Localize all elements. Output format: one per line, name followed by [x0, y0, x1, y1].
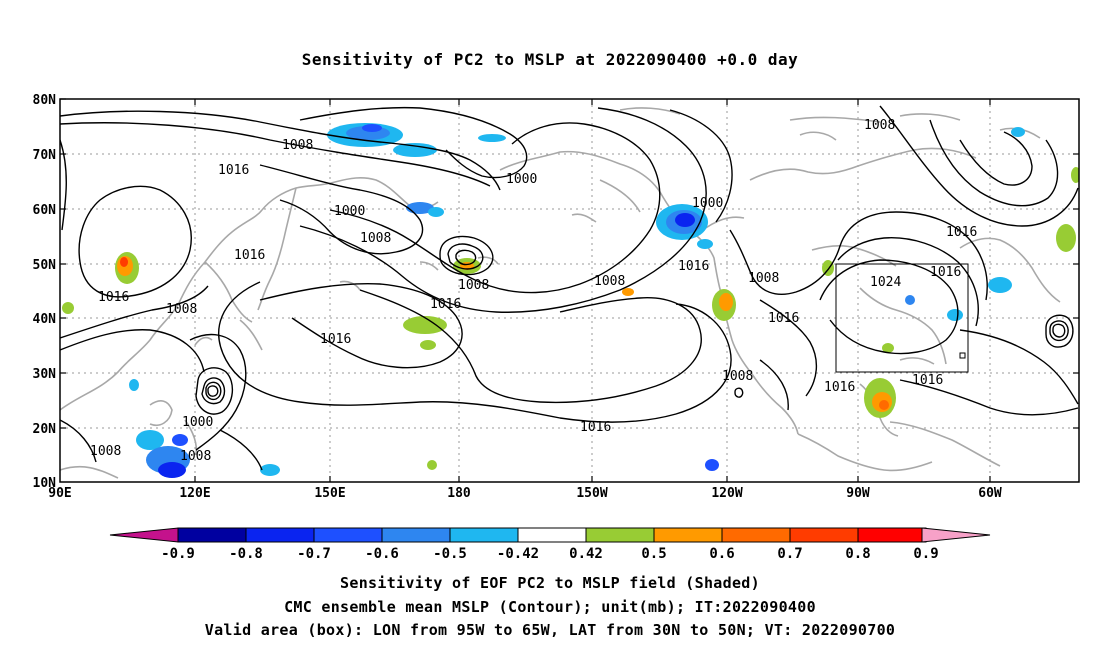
colorbar-cell [313, 527, 383, 543]
map-plot-area [60, 99, 1079, 482]
contour-label: 1000 [506, 172, 537, 187]
contour-label: 1016 [234, 248, 265, 263]
colorbar-label: 0.7 [777, 546, 802, 562]
colorbar-cells [177, 527, 927, 543]
colorbar-cell [653, 527, 723, 543]
colorbar-label: 0.42 [569, 546, 603, 562]
contour-label: 1008 [722, 369, 753, 384]
contour-label: 1016 [218, 163, 249, 178]
colorbar-cell [789, 527, 859, 543]
colorbar-cell [449, 527, 519, 543]
sensitivity-shading [62, 123, 1079, 478]
lat-tick-label: 10N [33, 476, 57, 491]
contour-label: 1008 [594, 274, 625, 289]
colorbar-cell [857, 527, 927, 543]
tick-marks [60, 98, 1079, 482]
map-title: Sensitivity of PC2 to MSLP at 2022090400… [301, 50, 799, 69]
contour-label: 1008 [864, 118, 895, 133]
lon-tick-label: 120E [179, 486, 210, 501]
contour-label: 1024 [870, 275, 901, 290]
contour-label: 1008 [166, 302, 197, 317]
lon-tick-label: 90E [48, 486, 71, 501]
contour-label: 1000 [182, 415, 213, 430]
contour-label: 1016 [930, 265, 961, 280]
contour-label: 1008 [458, 278, 489, 293]
colorbar-label: 0.5 [641, 546, 666, 562]
lat-tick-label: 30N [33, 367, 57, 382]
contour-label: 1016 [580, 420, 611, 435]
colorbar-label: -0.42 [497, 546, 539, 562]
contour-label: 1016 [946, 225, 977, 240]
contour-label: 1000 [334, 204, 365, 219]
colorbar-high-arrow [921, 527, 991, 543]
contour-label: 1008 [90, 444, 121, 459]
colorbar-cell [245, 527, 315, 543]
contour-label: 1016 [320, 332, 351, 347]
lon-tick-label: 150W [576, 486, 607, 501]
colorbar-labels: -0.9 -0.8 -0.7 -0.6 -0.5 -0.42 0.42 0.5 0.6 0.7 0.… [161, 546, 939, 562]
colorbar-label: -0.5 [433, 546, 467, 562]
colorbar-label: 0.8 [845, 546, 870, 562]
map-frame [59, 98, 1080, 483]
contour-label: 1008 [180, 449, 211, 464]
lat-tick-label: 70N [33, 148, 57, 163]
lat-tick-label: 80N [33, 93, 57, 108]
lat-tick-label: 40N [33, 312, 57, 327]
colorbar-cell [381, 527, 451, 543]
contour-label: 1016 [824, 380, 855, 395]
colorbar-label: -0.8 [229, 546, 263, 562]
caption-shading: Sensitivity of EOF PC2 to MSLP field (Sh… [340, 574, 760, 592]
latitude-labels: 80N 70N 60N 50N 40N 30N 20N 10N [33, 93, 57, 491]
gridlines [60, 99, 1079, 482]
colorbar-label: 0.6 [709, 546, 734, 562]
contour-label: 1000 [692, 196, 723, 211]
colorbar-label: -0.7 [297, 546, 331, 562]
lat-tick-label: 50N [33, 258, 57, 273]
colorbar: -0.9 -0.8 -0.7 -0.6 -0.5 -0.42 0.42 0.5 0.6 0.7 0.… [109, 527, 991, 562]
colorbar-label: -0.9 [161, 546, 195, 562]
lat-tick-label: 20N [33, 422, 57, 437]
lon-tick-label: 180 [447, 486, 471, 501]
colorbar-cell [517, 527, 587, 543]
lon-tick-label: 150E [314, 486, 345, 501]
caption-valid-area: Valid area (box): LON from 95W to 65W, L… [204, 621, 896, 639]
contour-label: 1008 [748, 271, 779, 286]
contour-label: 1016 [98, 290, 129, 305]
colorbar-cell [585, 527, 655, 543]
contour-label: 1008 [282, 138, 313, 153]
colorbar-cell [177, 527, 247, 543]
contour-label: 1016 [430, 297, 461, 312]
colorbar-cell [721, 527, 791, 543]
mslp-contours [60, 105, 1079, 471]
caption-contour: CMC ensemble mean MSLP (Contour); unit(m… [284, 598, 816, 616]
contour-label: 1016 [678, 259, 709, 274]
lon-tick-label: 120W [711, 486, 742, 501]
contour-label: 1016 [768, 311, 799, 326]
colorbar-label: 0.9 [913, 546, 938, 562]
valid-area-box [835, 263, 969, 373]
lat-tick-label: 60N [33, 203, 57, 218]
colorbar-low-arrow [109, 527, 179, 543]
longitude-labels: 90E 120E 150E 180 150W 120W 90W 60W [48, 486, 1002, 501]
contour-label: 1016 [912, 373, 943, 388]
lon-tick-label: 90W [846, 486, 870, 501]
contour-labels: 1008 1016 1000 1000 1008 1000 1008 1016 … [90, 118, 977, 464]
lon-tick-label: 60W [978, 486, 1002, 501]
colorbar-label: -0.6 [365, 546, 399, 562]
contour-label: 1008 [360, 231, 391, 246]
